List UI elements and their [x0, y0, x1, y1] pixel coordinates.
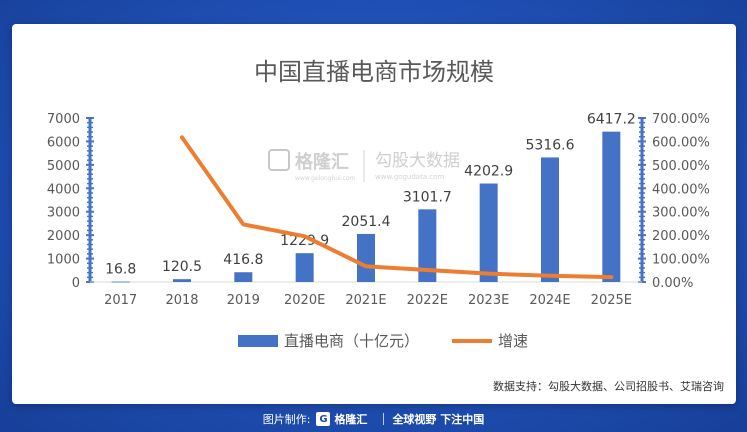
y-axis-left-tick-label: 5000	[47, 159, 80, 174]
x-tick-label: 2019	[227, 293, 260, 308]
y-axis-left-tick-label: 7000	[47, 112, 80, 127]
legend-bar-label: 直播电商（十亿元）	[284, 332, 419, 350]
y-axis-right-tick-label: 300.00%	[652, 206, 710, 221]
growth-line	[180, 135, 614, 280]
bar	[357, 233, 375, 282]
bar-data-label: 2051.4	[342, 214, 391, 230]
x-tick-label: 2023E	[468, 293, 509, 308]
bar-data-label: 16.8	[105, 262, 136, 278]
y-axis-right-tick-label: 700.00%	[652, 112, 710, 127]
footer-slogan: 全球视野 下注中国	[392, 413, 485, 426]
watermark-brand: 格隆汇	[295, 151, 349, 173]
x-tick-label: 2024E	[529, 293, 570, 308]
bar-data-label: 5316.6	[526, 137, 575, 153]
x-tick-label: 2020E	[284, 293, 325, 308]
x-tick-label: 2017	[104, 293, 137, 308]
footer-made-by: 图片制作:	[262, 413, 311, 426]
chart-card: 格隆汇 www.gelonghui.com 勾股大数据 www.gogudata.co…	[12, 24, 736, 404]
chart-title: 中国直播电商市场规模	[254, 58, 494, 86]
y-axis-right-tick-label: 0.00%	[652, 276, 693, 291]
watermark-partner-url: www.gogudata.com	[375, 173, 444, 181]
bar	[111, 281, 130, 283]
legend-line-label: 增速	[498, 332, 528, 350]
bar	[602, 131, 621, 282]
bar-data-label: 120.5	[162, 259, 202, 275]
x-tick-label: 2018	[165, 293, 198, 308]
bar-data-label: 3101.7	[403, 189, 452, 205]
watermark-logo-icon	[268, 149, 290, 171]
bar	[234, 272, 253, 282]
footer-divider	[383, 413, 385, 425]
bar-data-label: 4202.9	[464, 164, 513, 180]
bar	[295, 253, 314, 282]
y-axis-left-tick-label: 2000	[47, 229, 80, 244]
bar-data-label: 6417.2	[587, 112, 636, 128]
bar-data-label: 1229.9	[280, 233, 329, 249]
chart-svg: 格隆汇 www.gelonghui.com 勾股大数据 www.gogudata.co…	[47, 58, 710, 350]
bar-data-label: 416.8	[223, 252, 263, 268]
y-axis-left-tick-label: 3000	[47, 206, 80, 221]
y-axis-left-tick-label: 1000	[47, 253, 80, 268]
y-axis-left-tick-label: 6000	[47, 135, 80, 150]
watermark-brand-url: www.gelonghui.com	[295, 175, 356, 182]
bar	[173, 279, 191, 282]
source-note: 数据支持：勾股大数据、公司招股书、艾瑞咨询	[493, 380, 724, 393]
y-axis-right-tick-label: 200.00%	[652, 229, 710, 244]
y-axis-right-tick-label: 500.00%	[652, 159, 710, 174]
x-tick-label: 2025E	[591, 293, 632, 308]
bar	[418, 209, 437, 282]
y-axis-right-tick-label: 100.00%	[652, 253, 710, 268]
y-axis-right-tick-label: 600.00%	[652, 135, 710, 150]
footer-bar: 图片制作: G 格隆汇 全球视野 下注中国	[0, 406, 747, 432]
bar	[479, 183, 498, 282]
y-axis-left-tick-label: 4000	[47, 182, 80, 197]
y-axis-left-tick-label: 0	[72, 276, 80, 291]
bar	[541, 157, 559, 282]
gelonghui-logo-icon: G	[316, 412, 331, 426]
x-tick-label: 2022E	[407, 293, 448, 308]
x-tick-label: 2021E	[345, 293, 386, 308]
watermark-partner: 勾股大数据	[375, 151, 460, 171]
legend-bar-swatch	[238, 335, 278, 347]
footer-brand: 格隆汇	[334, 413, 368, 426]
y-axis-right-tick-label: 400.00%	[652, 182, 710, 197]
